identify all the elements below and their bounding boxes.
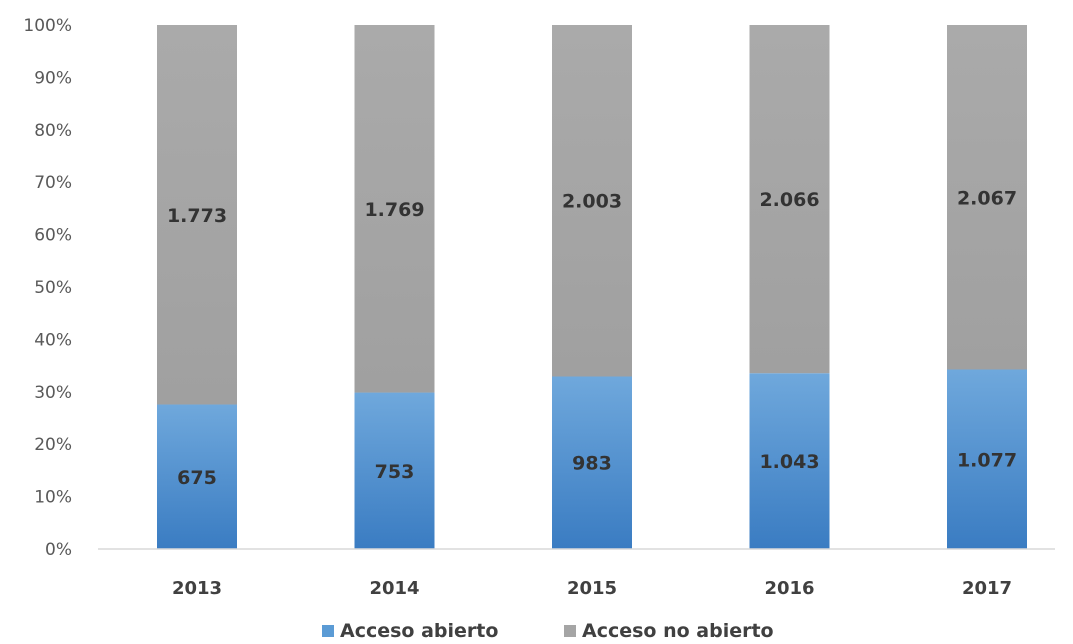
data-label-acceso-no-abierto-2016: 2.066 bbox=[759, 189, 819, 211]
bar-acceso-abierto-2014 bbox=[354, 392, 435, 549]
bar-acceso-no-abierto-2013 bbox=[157, 25, 237, 405]
data-label-acceso-no-abierto-2014: 1.769 bbox=[364, 199, 424, 221]
legend-swatch-acceso-no-abierto bbox=[564, 625, 576, 637]
data-labels: 675 1.773 753 1.769 983 2.003 1.043 2.066 1.077 2… bbox=[167, 187, 1017, 489]
bar-acceso-abierto-2017 bbox=[947, 369, 1027, 549]
legend: Acceso abierto Acceso no abierto bbox=[322, 620, 774, 642]
bar-acceso-abierto-2013 bbox=[157, 404, 237, 549]
y-tick-label: 70% bbox=[34, 173, 72, 193]
x-tick-label: 2016 bbox=[764, 578, 814, 599]
x-axis-labels: 2013 2014 2015 2016 2017 bbox=[172, 578, 1012, 599]
y-tick-label: 50% bbox=[34, 278, 72, 298]
data-label-acceso-no-abierto-2017: 2.067 bbox=[957, 187, 1017, 209]
legend-label-acceso-no-abierto: Acceso no abierto bbox=[582, 620, 774, 642]
y-tick-label: 40% bbox=[34, 330, 72, 350]
y-axis-labels: 0% 10% 20% 30% 40% 50% 60% 70% 80% 90% 100% bbox=[23, 16, 72, 560]
data-label-acceso-abierto-2016: 1.043 bbox=[759, 451, 819, 473]
data-label-acceso-abierto-2015: 983 bbox=[572, 453, 612, 475]
x-tick-label: 2014 bbox=[369, 578, 419, 599]
data-label-acceso-no-abierto-2015: 2.003 bbox=[562, 191, 622, 213]
y-tick-label: 10% bbox=[34, 488, 72, 508]
y-tick-label: 60% bbox=[34, 226, 72, 246]
bar-acceso-no-abierto-2015 bbox=[552, 25, 632, 377]
data-label-acceso-no-abierto-2013: 1.773 bbox=[167, 205, 227, 227]
y-tick-label: 30% bbox=[34, 383, 72, 403]
bar-acceso-no-abierto-2016 bbox=[749, 25, 830, 374]
bars bbox=[157, 25, 1027, 549]
y-tick-label: 80% bbox=[34, 121, 72, 141]
x-tick-label: 2017 bbox=[962, 578, 1012, 599]
y-tick-label: 90% bbox=[34, 68, 72, 88]
y-tick-label: 100% bbox=[23, 16, 72, 36]
legend-label-acceso-abierto: Acceso abierto bbox=[340, 620, 498, 642]
data-label-acceso-abierto-2014: 753 bbox=[375, 461, 415, 483]
y-tick-label: 20% bbox=[34, 435, 72, 455]
x-tick-label: 2015 bbox=[567, 578, 617, 599]
bar-acceso-no-abierto-2017 bbox=[947, 25, 1027, 370]
x-tick-label: 2013 bbox=[172, 578, 222, 599]
bar-acceso-abierto-2015 bbox=[552, 376, 632, 549]
bar-acceso-no-abierto-2014 bbox=[354, 25, 435, 393]
data-label-acceso-abierto-2013: 675 bbox=[177, 467, 217, 489]
bar-acceso-abierto-2016 bbox=[749, 373, 830, 549]
legend-swatch-acceso-abierto bbox=[322, 625, 334, 637]
data-label-acceso-abierto-2017: 1.077 bbox=[957, 449, 1017, 471]
y-tick-label: 0% bbox=[45, 540, 72, 560]
